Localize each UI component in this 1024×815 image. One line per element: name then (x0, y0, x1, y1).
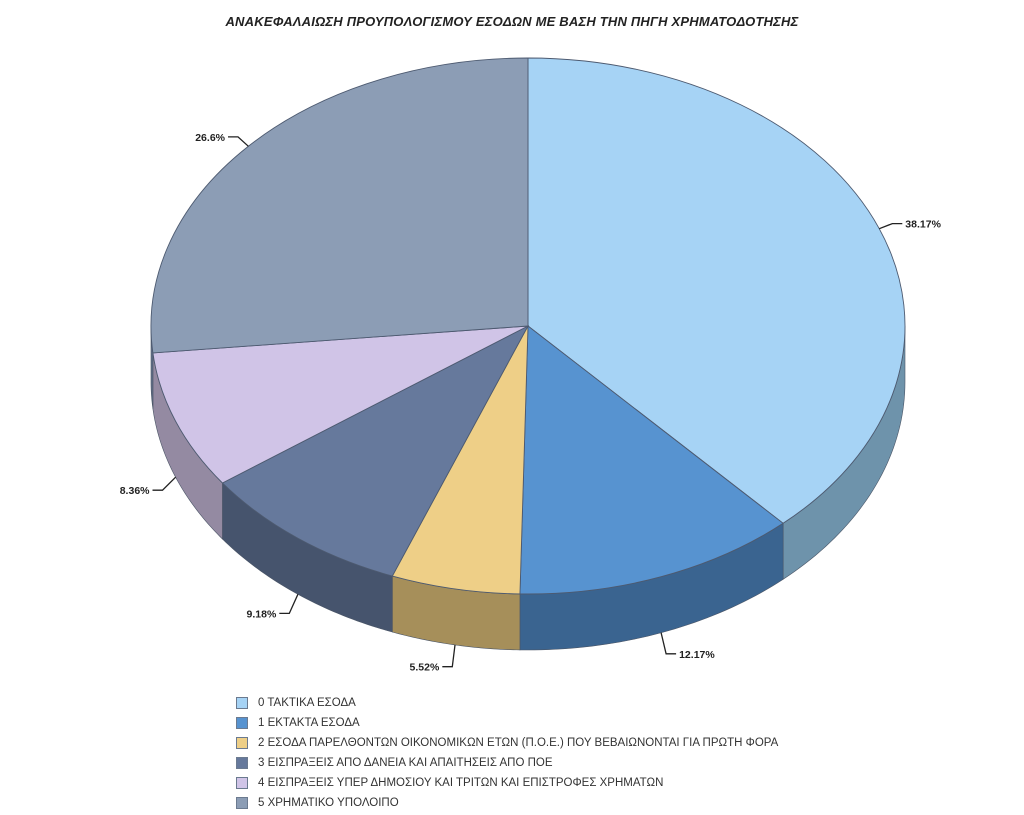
pie-value-label-5: 26.6% (195, 132, 225, 144)
legend-item-0: 0 ΤΑΚΤΙΚΑ ΕΣΟΔΑ (236, 693, 778, 713)
legend-item-1: 1 ΕΚΤΑΚΤΑ ΕΣΟΔΑ (236, 713, 778, 733)
pie-value-label-2: 5.52% (410, 662, 440, 674)
pie-labels: 38.17% 12.17% 5.52% 9.18% 8.36% 26.6% (120, 132, 942, 674)
legend-item-4: 4 ΕΙΣΠΡΑΞΕΙΣ ΥΠΕΡ ΔΗΜΟΣΙΟΥ ΚΑΙ ΤΡΙΤΩΝ ΚΑ… (236, 773, 778, 793)
legend-swatch-4 (236, 777, 248, 789)
legend-item-3: 3 ΕΙΣΠΡΑΞΕΙΣ ΑΠΟ ΔΑΝΕΙΑ ΚΑΙ ΑΠΑΙΤΗΣΕΙΣ Α… (236, 753, 778, 773)
pie-leader-2 (442, 644, 456, 668)
pie-leader-0 (879, 222, 903, 230)
legend-label-1: 1 ΕΚΤΑΚΤΑ ΕΣΟΔΑ (258, 717, 360, 729)
legend-label-5: 5 ΧΡΗΜΑΤΙΚΟ ΥΠΟΛΟΙΠΟ (258, 797, 399, 809)
pie-tops (150, 57, 906, 595)
pie-slice-3 (221, 324, 530, 577)
pie-leader-5 (228, 136, 249, 147)
pie-leader-1 (660, 632, 677, 655)
pie-leader-3 (279, 594, 299, 615)
pie-slice-5 (150, 57, 529, 354)
pie-slice-1 (519, 325, 784, 595)
legend-item-2: 2 ΕΣΟΔΑ ΠΑΡΕΛΘΟΝΤΩΝ ΟΙΚΟΝΟΜΙΚΩΝ ΕΤΩΝ (Π.… (236, 733, 778, 753)
pie-slice-0 (527, 57, 906, 524)
pie-value-label-3: 9.18% (247, 608, 277, 620)
legend-swatch-0 (236, 697, 248, 709)
pie-leaders (152, 136, 903, 668)
legend-swatch-5 (236, 797, 248, 809)
legend-item-5: 5 ΧΡΗΜΑΤΙΚΟ ΥΠΟΛΟΙΠΟ (236, 793, 778, 813)
legend-label-2: 2 ΕΣΟΔΑ ΠΑΡΕΛΘΟΝΤΩΝ ΟΙΚΟΝΟΜΙΚΩΝ ΕΤΩΝ (Π.… (258, 737, 779, 749)
legend-label-4: 4 ΕΙΣΠΡΑΞΕΙΣ ΥΠΕΡ ΔΗΜΟΣΙΟΥ ΚΑΙ ΤΡΙΤΩΝ ΚΑ… (258, 777, 664, 789)
pie-slice-4 (152, 325, 529, 484)
pie-value-label-1: 12.17% (679, 649, 715, 661)
chart-title: ΑΝΑΚΕΦΑΛΑΙΩΣΗ ΠΡΟΥΠΟΛΟΓΙΣΜΟΥ ΕΣΟΔΩΝ ΜΕ Β… (225, 14, 799, 29)
pie-slice-2 (391, 325, 529, 595)
legend-label-0: 0 ΤΑΚΤΙΚΑ ΕΣΟΔΑ (258, 697, 356, 709)
pie-leader-4 (152, 476, 177, 491)
pie-value-label-0: 38.17% (905, 219, 941, 231)
legend: 0 ΤΑΚΤΙΚΑ ΕΣΟΔΑ 1 ΕΚΤΑΚΤΑ ΕΣΟΔΑ 2 ΕΣΟΔΑ ΠΑ… (236, 693, 778, 813)
legend-swatch-1 (236, 717, 248, 729)
legend-swatch-3 (236, 757, 248, 769)
pie-value-label-4: 8.36% (120, 485, 150, 497)
legend-label-3: 3 ΕΙΣΠΡΑΞΕΙΣ ΑΠΟ ΔΑΝΕΙΑ ΚΑΙ ΑΠΑΙΤΗΣΕΙΣ Α… (258, 757, 553, 769)
legend-swatch-2 (236, 737, 248, 749)
